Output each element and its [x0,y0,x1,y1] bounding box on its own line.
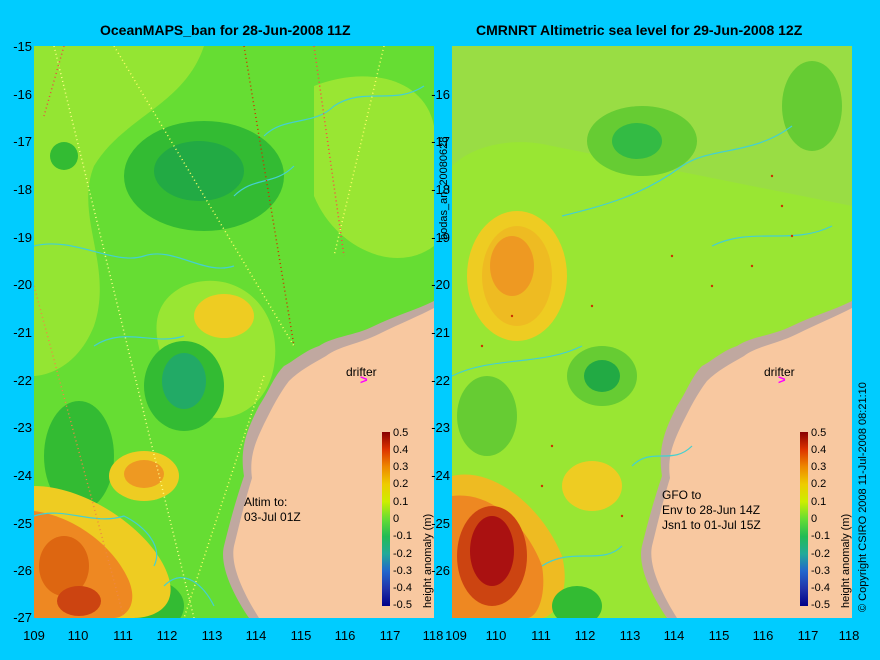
x-tick: 113 [619,628,641,643]
colorbar-tick: -0.5 [811,599,830,611]
colorbar-tick: -0.1 [811,530,830,542]
colorbar-tick: 0.4 [811,444,827,456]
y-tick: -23 [13,420,32,435]
left-altimetry-annotation: Altim to: 03-Jul 01Z [244,495,301,524]
y-tick: -19 [431,230,450,245]
y-tick: -27 [13,610,32,625]
colorbar-tick: -0.2 [811,548,830,560]
x-tick: 116 [752,628,774,643]
colorbar-tick: -0.3 [811,565,830,577]
left-map-panel [34,46,434,618]
colorbar-tick: -0.4 [811,582,830,594]
x-tick: 115 [290,628,312,643]
drifter-label-left: drifter [346,365,377,379]
y-tick: -20 [13,277,32,292]
y-tick: -24 [13,468,32,483]
x-tick: 112 [574,628,596,643]
y-tick: -17 [431,134,450,149]
y-tick: -16 [13,87,32,102]
y-tick: -15 [13,39,32,54]
y-tick: -18 [431,182,450,197]
right-colorbar [800,432,808,606]
colorbar-tick: 0.1 [811,496,827,508]
right-map-panel [452,46,852,618]
colorbar-tick: -0.5 [393,599,412,611]
right-panel-title: CMRNRT Altimetric sea level for 29-Jun-2… [476,22,803,38]
x-tick: 113 [201,628,223,643]
x-tick: 110 [485,628,507,643]
drifter-marker-right: > [778,372,786,387]
colorbar-tick: 0.1 [393,496,409,508]
right-colorbar-label: height anomaly (m) [840,513,852,608]
y-tick: -22 [431,373,450,388]
x-tick: 109 [445,628,467,643]
x-tick: 117 [797,628,819,643]
x-tick: 118 [838,628,860,643]
colorbar-tick: 0.3 [393,461,409,473]
colorbar-tick: 0.3 [811,461,827,473]
left-panel-title: OceanMAPS_ban for 28-Jun-2008 11Z [100,22,351,38]
colorbar-tick: 0.2 [393,478,409,490]
x-tick: 114 [245,628,267,643]
y-tick: -22 [13,373,32,388]
left-colorbar-label: height anomaly (m) [422,513,434,608]
x-tick: 111 [113,628,133,643]
y-tick: -26 [13,563,32,578]
left-map-svg [34,46,434,618]
x-tick: 118 [422,628,444,643]
y-tick: -17 [13,134,32,149]
y-tick: -20 [431,277,450,292]
y-tick: -19 [13,230,32,245]
x-tick: 111 [531,628,551,643]
left-colorbar [382,432,390,606]
colorbar-tick: 0.4 [393,444,409,456]
y-tick: -26 [431,563,450,578]
y-tick: -23 [431,420,450,435]
y-tick: -25 [431,516,450,531]
colorbar-tick: 0.2 [811,478,827,490]
colorbar-tick: -0.1 [393,530,412,542]
colorbar-tick: -0.3 [393,565,412,577]
colorbar-tick: -0.2 [393,548,412,560]
y-tick: -18 [13,182,32,197]
product-label: bodas_an_20080628 [438,136,450,240]
x-tick: 109 [23,628,45,643]
copyright-label: © Copyright CSIRO 2008 11-Jul-2008 08:21… [857,382,869,612]
colorbar-tick: 0 [811,513,818,525]
x-tick: 114 [663,628,685,643]
colorbar-tick: 0.5 [811,427,827,439]
right-map-svg [452,46,852,618]
colorbar-tick: 0 [393,513,400,525]
drifter-marker-left: > [360,372,368,387]
right-altimetry-annotation: GFO to Env to 28-Jun 14Z Jsn1 to 01-Jul … [662,488,761,532]
x-tick: 110 [67,628,89,643]
y-tick: -21 [13,325,32,340]
y-tick: -24 [431,468,450,483]
drifter-label-right: drifter [764,365,795,379]
y-tick: -25 [13,516,32,531]
y-tick: -21 [431,325,450,340]
y-tick: -16 [431,87,450,102]
colorbar-tick: 0.5 [393,427,409,439]
x-tick: 116 [334,628,356,643]
colorbar-tick: -0.4 [393,582,412,594]
x-tick: 112 [156,628,178,643]
x-tick: 117 [379,628,401,643]
x-tick: 115 [708,628,730,643]
